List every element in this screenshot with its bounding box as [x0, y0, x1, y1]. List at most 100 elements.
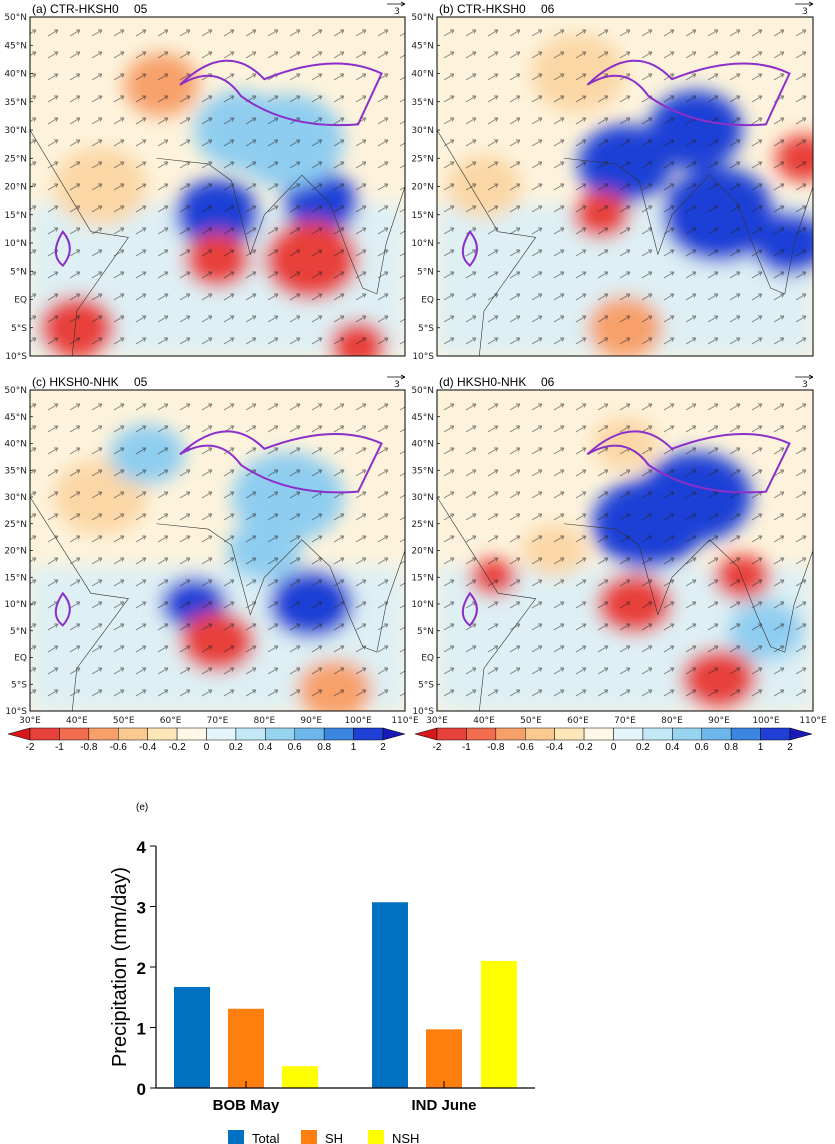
panel-title: (b) CTR-HKSH0: [439, 2, 526, 16]
colorbar-label: -0.6: [110, 742, 128, 753]
wind-vectors: [437, 390, 813, 711]
lon-tick-label: 70°E: [207, 716, 229, 726]
y-tick-label: 3: [137, 899, 146, 918]
colorbar-label: -0.2: [575, 742, 593, 753]
lat-tick-label: 5°S: [418, 680, 434, 690]
colorbar-swatch: [323, 727, 354, 741]
lon-tick-label: 60°E: [567, 716, 589, 726]
chart-panel-label: (e): [136, 802, 148, 813]
lon-tick-label: 110°E: [391, 716, 419, 726]
lon-tick-label: 100°E: [752, 716, 780, 726]
colorbar-swatch: [466, 727, 497, 741]
colorbar-swatch: [583, 727, 614, 741]
map-panel-a: (a) CTR-HKSH0 05 3 50°N 45°N 40°N 35°N 30°N 25°N…: [4, 1, 406, 362]
colorbar-swatch: [701, 727, 732, 741]
lat-tick-label: 45°N: [4, 41, 27, 51]
lat-tick-label: EQ: [14, 654, 27, 664]
lat-tick-label: 20°N: [411, 547, 434, 557]
lat-tick-label: 20°N: [4, 183, 27, 193]
lat-tick-label: 40°N: [411, 440, 434, 450]
topography-contour: [54, 591, 71, 627]
colorbar-swatch: [525, 727, 555, 741]
colorbar-label: 0.6: [288, 742, 302, 753]
lat-tick-label: 15°N: [4, 573, 27, 583]
lon-tick-label: 100°E: [344, 716, 372, 726]
colorbar-swatch: [265, 727, 296, 741]
lat-tick-label: 10°N: [411, 600, 434, 610]
lat-tick-label: 40°N: [411, 70, 434, 80]
colorbar-label: -1: [55, 742, 64, 753]
map-panel-b: (b) CTR-HKSH0 06 3 50°N 45°N 40°N 35°N 30°N 25°N…: [411, 1, 814, 362]
coastline: [437, 129, 813, 356]
panel-title: (c) HKSH0-NHK: [32, 375, 119, 389]
legend-swatch-total: [228, 1130, 244, 1144]
lat-tick-label: 45°N: [411, 41, 434, 51]
lat-tick-label: 50°N: [4, 386, 27, 396]
wind-vectors: [30, 390, 405, 711]
lat-tick-label: 25°N: [4, 520, 27, 530]
lat-tick-label: 30°N: [411, 493, 434, 503]
lat-tick-label: 35°N: [411, 466, 434, 476]
lat-tick-label: 10°S: [5, 352, 27, 362]
colorbar-label: 0.8: [317, 742, 331, 753]
lon-tick-label: 60°E: [160, 716, 182, 726]
lon-tick-label: 50°E: [520, 716, 542, 726]
topography-contour: [461, 591, 478, 627]
coastline: [437, 496, 813, 711]
category-label-ind-june: IND June: [411, 1097, 476, 1114]
y-tick-label: 2: [137, 959, 146, 978]
map-panels: (a) CTR-HKSH0 05 350°N45°N40°N35°N30°N25°N…: [4, 1, 827, 726]
colorbar-swatch: [118, 727, 148, 741]
colorbar-swatch: [554, 727, 585, 741]
lat-tick-label: 15°N: [411, 211, 434, 221]
lon-tick-label: 30°E: [19, 716, 41, 726]
colorbar-label: 0: [204, 742, 210, 753]
colorbar-label: 0.6: [695, 742, 709, 753]
colorbar-label: 0.8: [724, 742, 738, 753]
colorbar-swatch: [206, 727, 237, 741]
lat-tick-label: 45°N: [4, 413, 27, 423]
colorbar-label: -0.4: [139, 742, 157, 753]
colorbar-label: -1: [462, 742, 471, 753]
reference-vector-label: 3: [394, 380, 400, 390]
coastline: [30, 129, 405, 356]
bar-sh-bob-may: [228, 1008, 264, 1088]
lat-tick-label: 30°N: [4, 493, 27, 503]
colorbar-label: 0.2: [229, 742, 243, 753]
lat-tick-label: 30°N: [4, 126, 27, 136]
panel-title: (a) CTR-HKSH0: [32, 2, 119, 16]
reference-vector-label: 3: [802, 7, 808, 17]
lon-tick-label: 40°E: [66, 716, 88, 726]
lat-tick-label: 20°N: [4, 547, 27, 557]
topography-contour: [179, 430, 383, 494]
lat-tick-label: EQ: [14, 296, 27, 306]
panel-month: 05: [134, 2, 148, 16]
lat-tick-label: 10°S: [5, 707, 27, 717]
colorbar-swatch: [760, 727, 791, 741]
lat-tick-label: 5°S: [11, 324, 27, 334]
lat-tick-label: 10°N: [4, 239, 27, 249]
colorbar-swatch: [495, 727, 526, 741]
legend-swatch-nsh: [368, 1130, 384, 1144]
colorbar-swatch: [176, 727, 207, 741]
lat-tick-label: EQ: [421, 296, 434, 306]
topography-contour: [461, 229, 478, 267]
lat-tick-label: 15°N: [4, 211, 27, 221]
reference-vector-arrow-icon: [387, 1, 406, 7]
bar-nsh-bob-may: [282, 1066, 318, 1088]
colorbar-label: 0: [611, 742, 617, 753]
lat-tick-label: 40°N: [4, 440, 27, 450]
colorbar-label: -0.4: [546, 742, 564, 753]
topography-contour: [179, 59, 383, 127]
lat-tick-label: 25°N: [411, 520, 434, 530]
panel-month: 05: [134, 375, 148, 389]
colorbar-swatch: [29, 727, 60, 741]
legend-label: Total: [252, 1131, 280, 1144]
coastline: [30, 496, 405, 711]
lat-tick-label: 5°N: [417, 627, 434, 637]
colorbar-label: 0.4: [258, 742, 272, 753]
colorbar-label: 1: [758, 742, 764, 753]
lon-tick-label: 110°E: [799, 716, 827, 726]
y-tick-label: 0: [137, 1080, 146, 1099]
reference-vector-label: 3: [394, 7, 400, 17]
